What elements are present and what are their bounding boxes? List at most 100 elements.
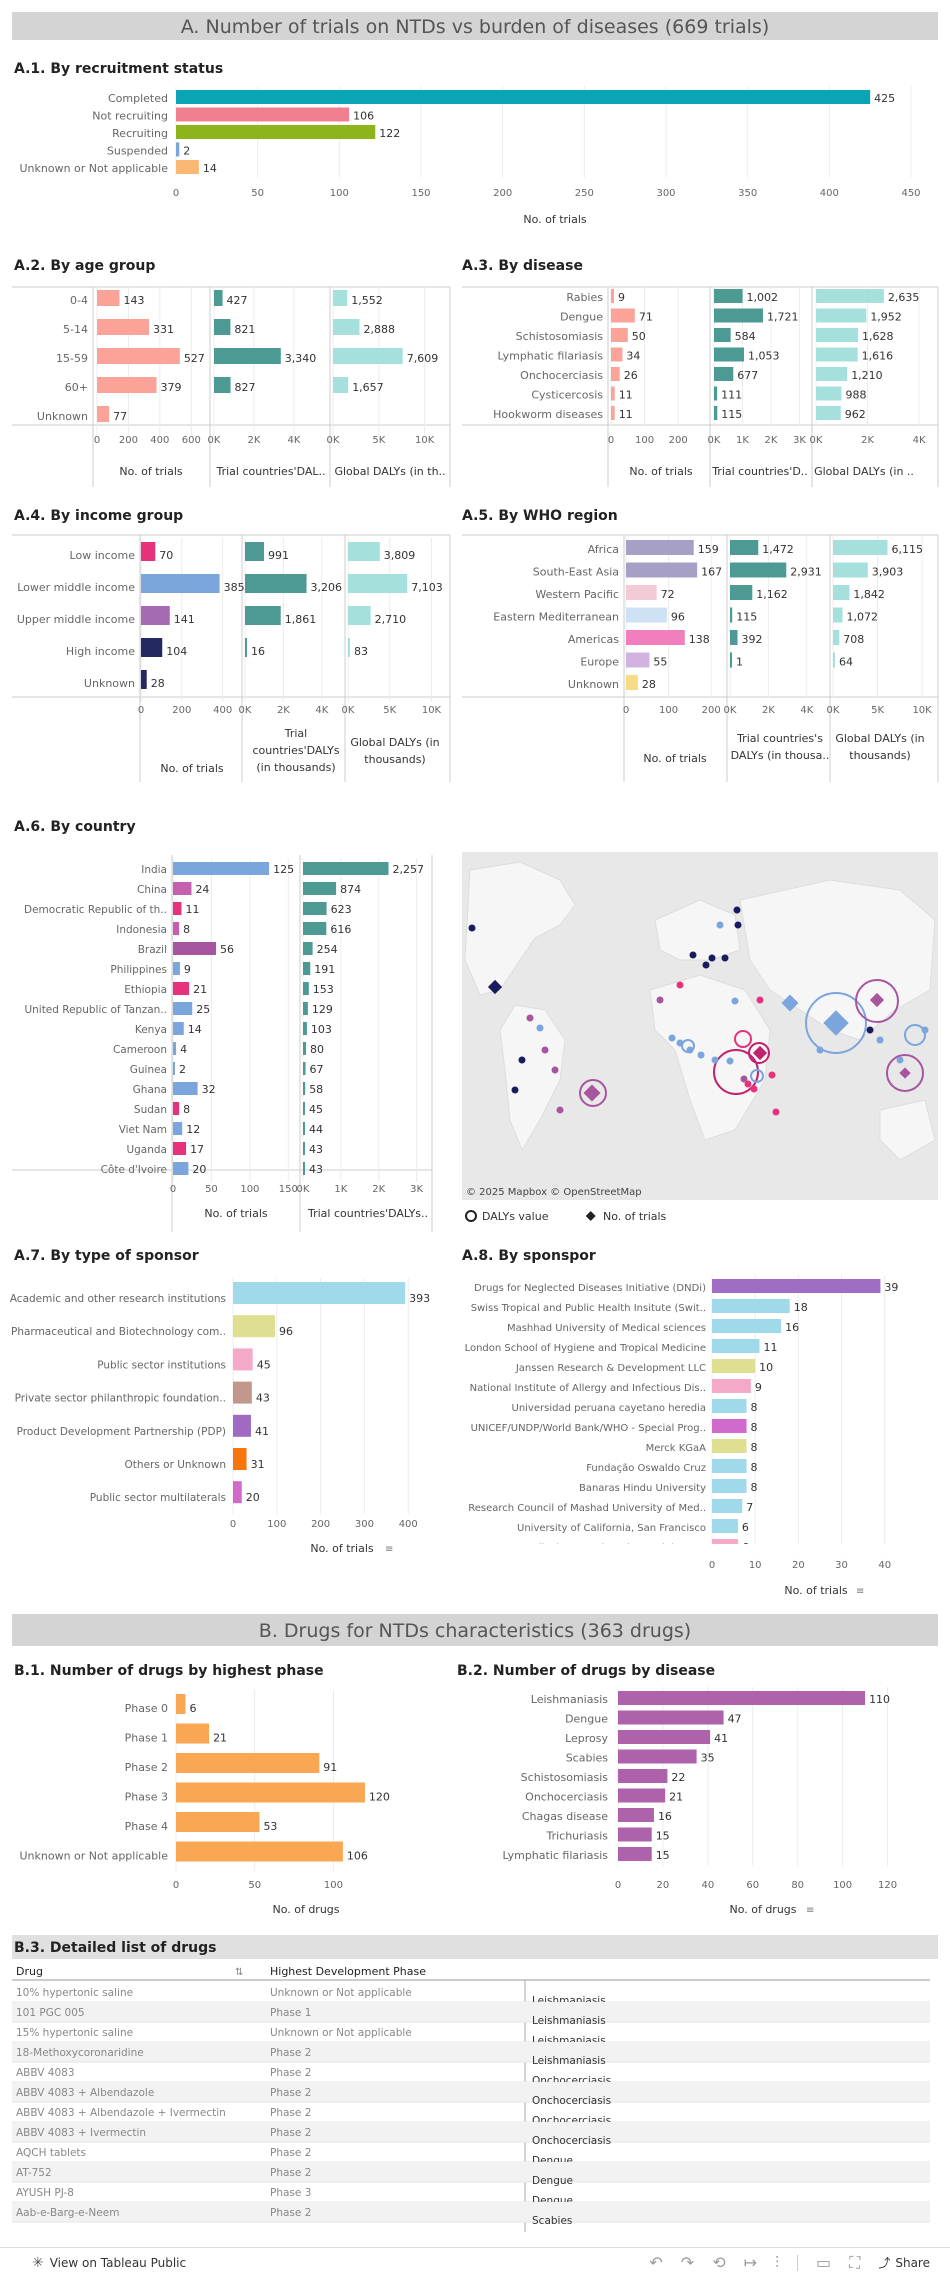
b3-row-band <box>12 2042 930 2062</box>
pause-icon[interactable]: ⫶ <box>775 2252 780 2272</box>
a4-trials-category-label: Lower middle income <box>17 581 135 594</box>
a6-trials-bar <box>173 1162 189 1175</box>
map-trial-dot <box>551 1066 559 1074</box>
a3-global-bar <box>816 289 884 303</box>
a4-h2b: countries'DALYs <box>252 744 339 757</box>
a2-global-tick-label: 0K <box>327 435 340 446</box>
a5-country-value-label: 392 <box>742 633 763 646</box>
a7-tick-label: 200 <box>311 1519 330 1530</box>
b1-value-label: 91 <box>323 1761 337 1774</box>
a6-trials-bar <box>173 1082 198 1095</box>
b3-cell-phase: Phase 2 <box>270 2047 311 2059</box>
a8-bar <box>712 1439 747 1453</box>
a2-trials-category-label: 5-14 <box>63 323 88 336</box>
device-preview-icon[interactable]: ▭ <box>816 2253 832 2272</box>
b1-value-label: 120 <box>369 1791 390 1804</box>
b2-category-label: Onchocerciasis <box>525 1791 608 1804</box>
a8-value-label: 6 <box>742 1521 749 1534</box>
a7-tick-label: 300 <box>355 1519 374 1530</box>
a6-country-bar <box>303 922 327 935</box>
a2-h3: Global DALYs (in th.. <box>334 465 445 478</box>
a5-country-value-label: 1,472 <box>762 543 794 556</box>
a6-country-bar <box>303 1022 307 1035</box>
map-dalys-ring <box>855 979 899 1023</box>
share-button[interactable]: ⤴ Share <box>878 2254 930 2271</box>
map-trial-dot <box>676 1039 684 1047</box>
a3-global-bar <box>816 367 848 381</box>
b2-category-label: Trichuriasis <box>545 1830 608 1843</box>
a4-global-tick-label: 10K <box>422 705 442 716</box>
tableau-public-link[interactable]: ✳ View on Tableau Public <box>32 2255 186 2271</box>
a3-global-tick-label: 0K <box>810 435 823 446</box>
map-trial-dot <box>726 1057 734 1065</box>
a1-category-label: Suspended <box>107 145 168 158</box>
a8-category-label: Research Council of Mashad University of… <box>468 1503 706 1514</box>
a8-bar <box>712 1499 743 1513</box>
a5-country-value-label: 2,931 <box>790 566 822 579</box>
a6-trials-tick-label: 100 <box>240 1184 259 1195</box>
a6-trials-bar <box>173 942 217 955</box>
a3-country-value-label: 1,721 <box>767 311 799 324</box>
b1-category-label: Phase 3 <box>125 1791 168 1804</box>
a1-tick-label: 0 <box>173 188 179 199</box>
b3-row-band <box>12 2162 930 2182</box>
undo-icon[interactable]: ↶ <box>649 2253 663 2272</box>
a6-country-bar <box>303 862 389 875</box>
a8-category-label: National Institute of Allergy and Infect… <box>470 1383 706 1394</box>
a5-trials-category-label: Europe <box>580 656 619 669</box>
a3-global-value-label: 1,210 <box>851 369 883 382</box>
b3-cell-drug: 101 PGC 005 <box>16 2007 85 2019</box>
a5-trials-category-label: Africa <box>588 543 619 556</box>
a2-country-bar <box>214 377 231 393</box>
a6-trials-bar <box>173 1042 177 1055</box>
a2-trials-value-label: 527 <box>184 352 205 365</box>
a8-category-label: London School of Hygiene and Tropical Me… <box>465 1343 706 1354</box>
map-trial-diamond <box>869 992 885 1008</box>
world-map[interactable]: © 2025 Mapbox © OpenStreetMap <box>462 852 938 1200</box>
a1-category-label: Recruiting <box>112 127 168 140</box>
a8-category-label: Fundação Oswaldo Cruz <box>586 1463 706 1474</box>
a5-trials-category-label: South-East Asia <box>533 566 619 579</box>
b3-cell-disease: Scabies <box>532 2215 572 2227</box>
a6-h1: No. of trials <box>204 1207 268 1220</box>
a6-country-value-label: 874 <box>340 883 361 896</box>
a5-h2a: Trial countries's <box>736 732 823 745</box>
a6-trials-bar <box>173 882 192 895</box>
sort-icon[interactable]: ⇅ <box>235 1967 243 1978</box>
b3-cell-disease: Dengue <box>532 2175 573 2187</box>
a3-title: A.3. By disease <box>462 258 583 274</box>
fullscreen-icon[interactable]: ⛶ <box>849 2252 861 2272</box>
a5-country-bar <box>730 562 787 578</box>
map-trial-dot <box>716 921 724 929</box>
map-trial-dot <box>768 1071 776 1079</box>
b2-tick-label: 100 <box>833 1880 852 1891</box>
map-trial-diamond <box>487 979 503 995</box>
a4-trials-bar <box>141 606 170 625</box>
a2-global-value-label: 7,609 <box>407 352 439 365</box>
refresh-icon[interactable]: ↦ <box>743 2253 757 2272</box>
map-trial-dot <box>556 1106 564 1114</box>
a7-value-label: 20 <box>246 1491 260 1504</box>
redo-icon[interactable]: ↷ <box>680 2253 695 2272</box>
a4-h3a: Global DALYs (in <box>350 736 439 749</box>
a4-h1: No. of trials <box>160 762 224 775</box>
a3-trials-tick-label: 0 <box>608 435 614 446</box>
a2-trials-bar <box>97 319 150 335</box>
revert-icon[interactable]: ⟲ <box>712 2253 726 2272</box>
a6-trials-category-label: Ethiopia <box>124 984 167 996</box>
b2-bar <box>618 1847 652 1861</box>
a8-scroll-mask <box>440 1544 938 1558</box>
a5-trials-bar <box>626 562 698 578</box>
map-trial-dot <box>756 996 764 1004</box>
b3-cell-phase: Unknown or Not applicable <box>270 1987 412 1999</box>
a5-global-value-label: 1,072 <box>847 611 879 624</box>
a3-trials-category-label: Rabies <box>566 291 603 304</box>
b2-bar <box>618 1808 654 1822</box>
a6-country-tick-label: 0K <box>297 1184 310 1195</box>
a3-trials-category-label: Onchocerciasis <box>520 369 603 382</box>
a3-trials-category-label: Lymphatic filariasis <box>497 350 603 363</box>
a6-country-bar <box>303 1122 305 1135</box>
a4-global-bar <box>348 638 350 657</box>
a2-trials-tick-label: 400 <box>150 435 169 446</box>
b3-cell-phase: Phase 1 <box>270 2007 311 2019</box>
